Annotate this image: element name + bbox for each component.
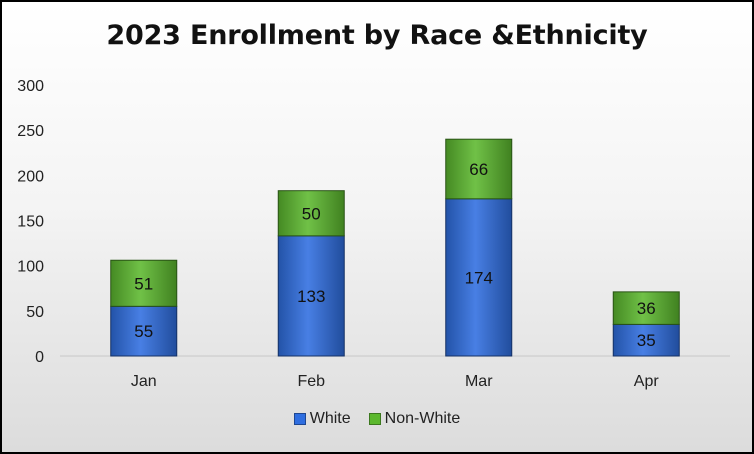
x-tick-label: Apr [634, 373, 660, 390]
chart-legend: White Non-White [0, 410, 754, 428]
x-tick-label: Feb [297, 373, 325, 390]
bar-non-white-jan [110, 259, 178, 307]
y-tick-label: 0 [35, 349, 44, 366]
x-tick-label: Mar [465, 373, 493, 390]
bar-non-white-apr [612, 291, 680, 325]
bar-white-apr [612, 323, 680, 357]
y-tick-label: 150 [17, 214, 44, 231]
data-label-white-apr: 35 [637, 331, 656, 350]
data-label-non-white-apr: 36 [637, 299, 656, 318]
y-tick-label: 300 [17, 78, 44, 95]
chart-title: 2023 Enrollment by Race &Ethnicity [106, 20, 648, 51]
data-label-non-white-mar: 66 [469, 160, 488, 179]
legend-swatch-non-white [368, 413, 381, 425]
data-label-non-white-jan: 51 [134, 274, 153, 293]
y-tick-label: 50 [26, 304, 44, 321]
legend-swatch-white [293, 413, 306, 425]
x-tick-label: Jan [131, 373, 157, 390]
y-tick-label: 100 [17, 259, 44, 276]
legend-item-white: White [293, 410, 351, 428]
data-label-white-feb: 133 [297, 287, 325, 306]
legend-item-non-white: Non-White [368, 410, 461, 428]
data-label-white-mar: 174 [465, 268, 493, 287]
bar-white-mar [445, 198, 513, 357]
bar-non-white-mar [445, 138, 513, 200]
y-tick-label: 250 [17, 123, 44, 140]
y-tick-label: 200 [17, 168, 44, 185]
bar-white-feb [277, 235, 345, 357]
legend-label-white: White [309, 410, 351, 427]
bar-white-jan [110, 305, 178, 357]
bar-non-white-feb [277, 190, 345, 237]
legend-label-non-white: Non-White [384, 410, 461, 427]
data-label-white-jan: 55 [134, 322, 153, 341]
data-label-non-white-feb: 50 [302, 204, 321, 223]
